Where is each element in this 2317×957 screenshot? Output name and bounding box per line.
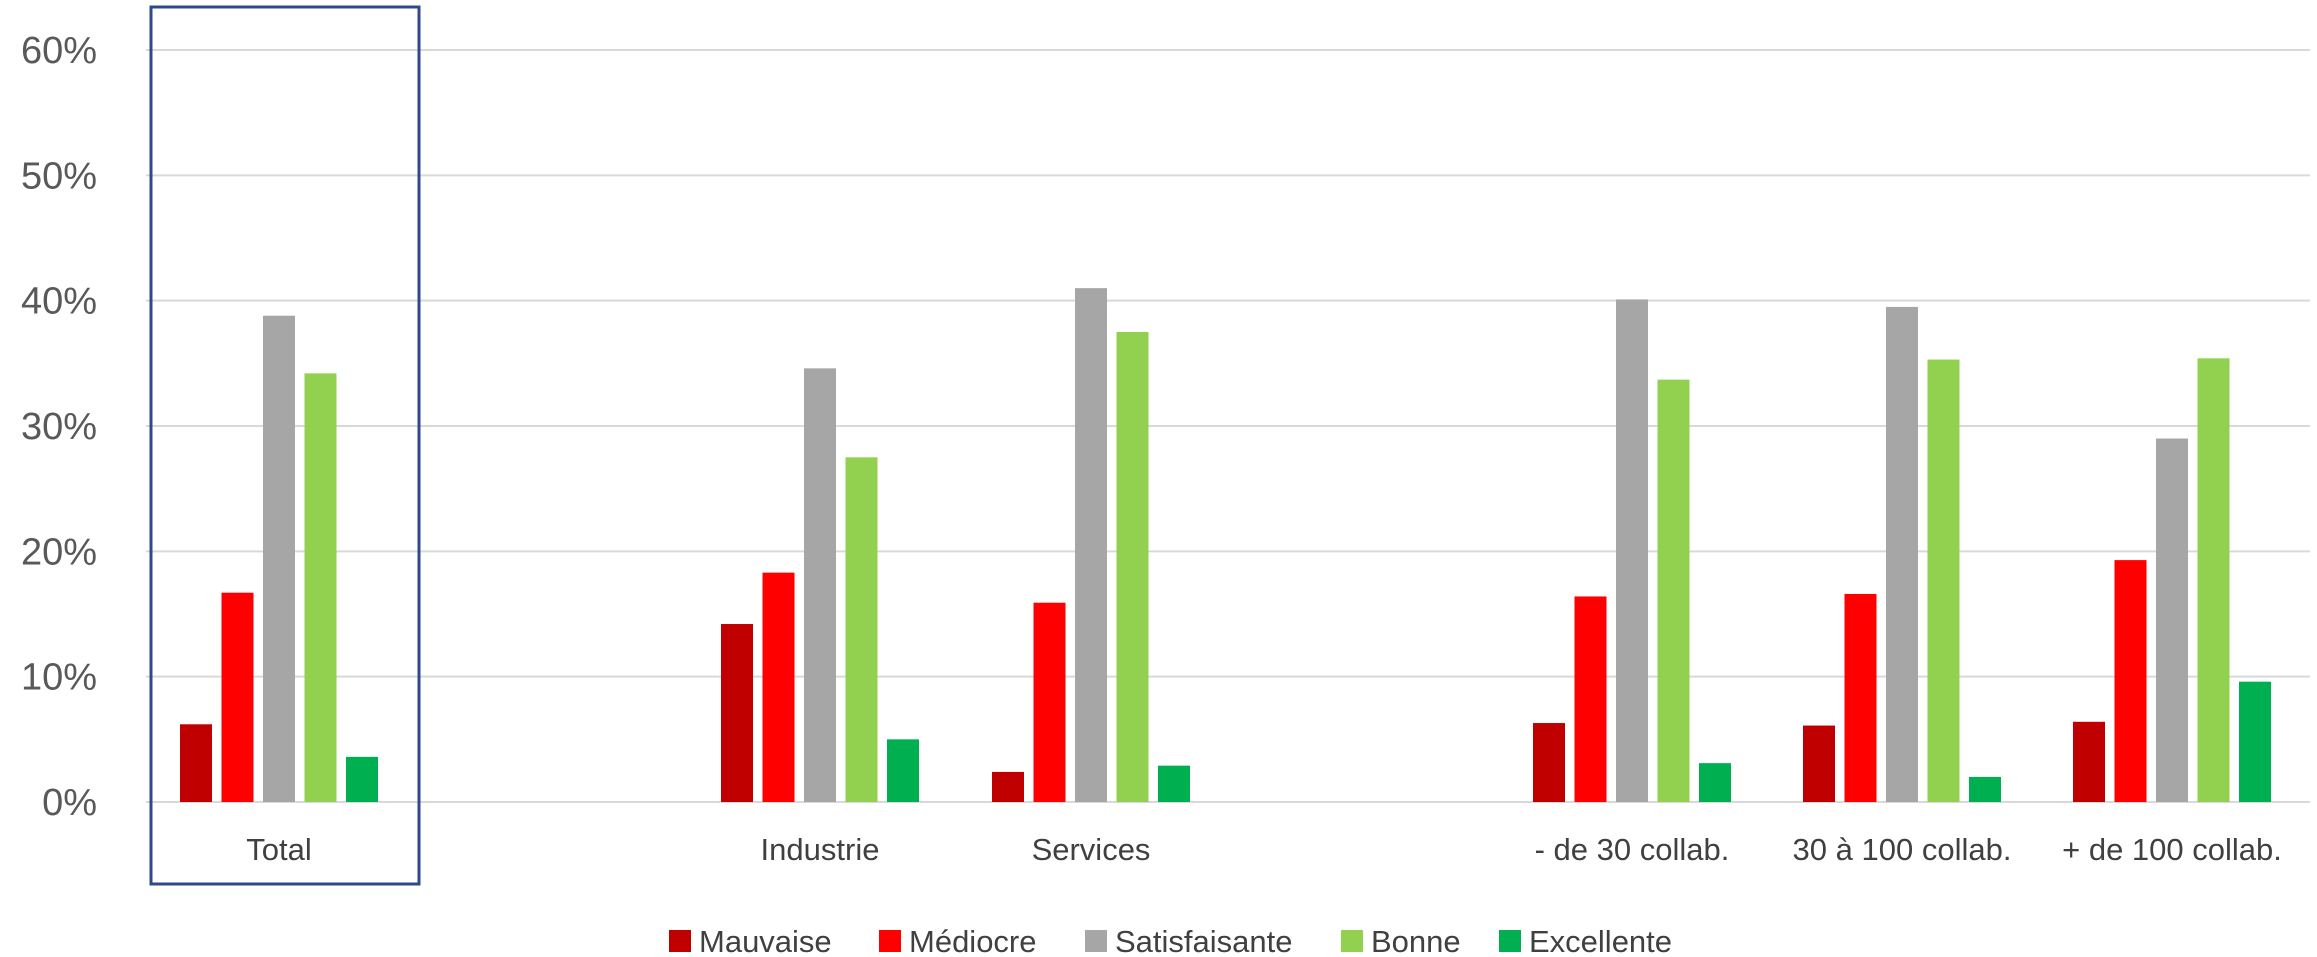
legend-label: Mauvaise — [699, 924, 832, 957]
gridlines — [146, 49, 2310, 803]
category-label: Industrie — [761, 832, 880, 867]
bar — [2114, 560, 2147, 802]
category-label: + de 100 collab. — [2062, 832, 2282, 867]
y-tick-label: 10% — [21, 657, 97, 699]
bar — [1033, 602, 1066, 802]
y-tick-label: 0% — [42, 782, 97, 824]
bar — [1803, 725, 1835, 802]
legend-swatch — [1499, 930, 1521, 952]
bar — [304, 373, 337, 802]
bar — [346, 756, 378, 802]
bar — [721, 624, 753, 802]
bar — [2239, 681, 2271, 802]
bar — [1075, 288, 1107, 803]
bar — [221, 592, 254, 802]
bar — [180, 724, 212, 802]
y-tick-label: 40% — [21, 281, 97, 323]
y-tick-label: 30% — [21, 406, 97, 448]
legend-label: Excellente — [1529, 924, 1672, 957]
bar — [1158, 765, 1190, 802]
bar — [1657, 379, 1690, 802]
y-tick-label: 60% — [21, 30, 97, 72]
bar — [1886, 306, 1918, 802]
bar — [887, 739, 919, 802]
legend-label: Satisfaisante — [1115, 924, 1293, 957]
bar — [1699, 763, 1731, 802]
bar — [762, 572, 795, 802]
bar — [1927, 359, 1960, 802]
bars — [180, 288, 2271, 803]
legend-swatch — [1085, 930, 1107, 952]
y-tick-label: 50% — [21, 155, 97, 197]
bar — [1574, 596, 1607, 802]
category-label: Total — [246, 832, 311, 867]
category-label: - de 30 collab. — [1535, 832, 1730, 867]
bar — [845, 457, 878, 802]
y-axis-ticks: 0% 10% 20% 30% 40% 50% 60% — [21, 30, 97, 824]
legend-swatch — [669, 930, 691, 952]
x-axis-categories: Total Industrie Services - de 30 collab. 30 … — [246, 832, 2282, 867]
bar — [804, 368, 836, 802]
legend-swatch — [879, 930, 901, 952]
legend: Mauvaise Médiocre Satisfaisante Bonne Excell… — [669, 924, 1672, 957]
legend-label: Bonne — [1371, 924, 1461, 957]
bar — [2197, 358, 2230, 802]
bar — [1116, 332, 1149, 802]
legend-swatch — [1341, 930, 1363, 952]
y-tick-label: 20% — [21, 531, 97, 573]
bar — [1533, 723, 1565, 802]
legend-label: Médiocre — [909, 924, 1037, 957]
category-label: 30 à 100 collab. — [1793, 832, 2012, 867]
bar — [1616, 299, 1648, 802]
bar — [1969, 776, 2001, 802]
bar — [992, 771, 1024, 802]
bar — [2156, 438, 2188, 802]
bar — [1844, 593, 1877, 802]
total-highlight-frame — [149, 5, 421, 886]
category-label: Services — [1032, 832, 1151, 867]
bar — [2073, 721, 2105, 802]
bar — [263, 315, 295, 802]
